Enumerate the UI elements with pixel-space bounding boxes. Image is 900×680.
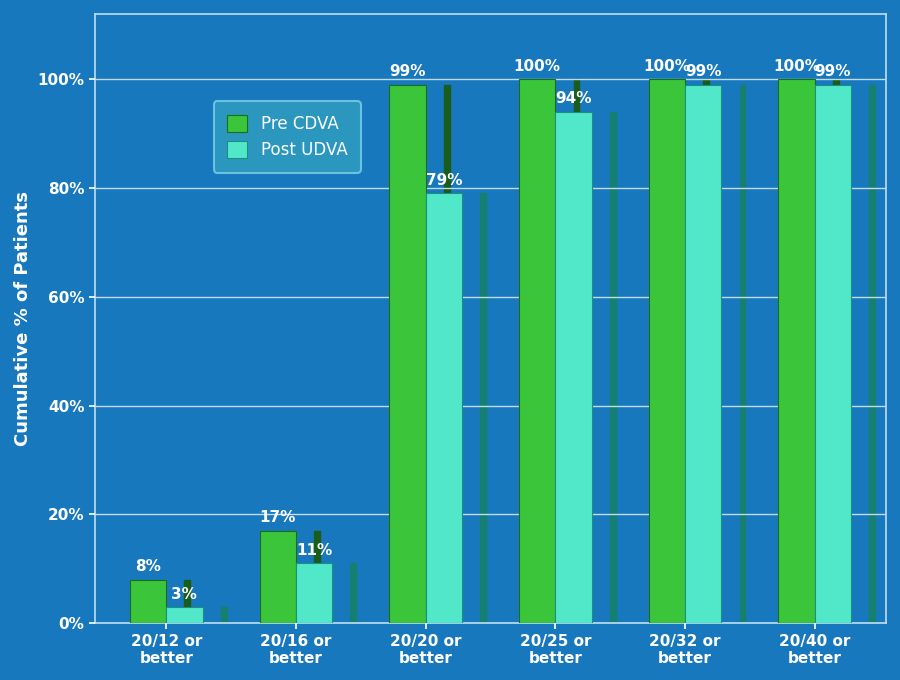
- Bar: [296, 564, 332, 624]
- Bar: [555, 112, 591, 624]
- Text: 79%: 79%: [426, 173, 462, 188]
- Bar: [184, 580, 190, 624]
- Text: 99%: 99%: [685, 64, 722, 79]
- Bar: [869, 84, 875, 624]
- Text: 99%: 99%: [389, 64, 426, 79]
- Legend: Pre CDVA, Post UDVA: Pre CDVA, Post UDVA: [214, 101, 361, 173]
- Bar: [685, 84, 722, 624]
- Text: 99%: 99%: [814, 64, 851, 79]
- Y-axis label: Cumulative % of Patients: Cumulative % of Patients: [14, 191, 32, 446]
- Bar: [778, 79, 814, 624]
- Text: 94%: 94%: [555, 91, 592, 106]
- Bar: [314, 531, 319, 624]
- Bar: [390, 84, 426, 624]
- Text: 100%: 100%: [773, 58, 820, 73]
- Bar: [703, 79, 709, 624]
- Text: 11%: 11%: [296, 543, 332, 558]
- Bar: [444, 84, 450, 624]
- Text: 100%: 100%: [644, 58, 690, 73]
- Bar: [740, 84, 745, 624]
- Bar: [130, 580, 166, 624]
- Text: 8%: 8%: [135, 560, 161, 575]
- Text: 3%: 3%: [171, 587, 197, 602]
- Bar: [610, 112, 616, 624]
- Bar: [573, 79, 580, 624]
- Bar: [649, 79, 685, 624]
- Bar: [519, 79, 555, 624]
- Text: 100%: 100%: [514, 58, 561, 73]
- Bar: [480, 193, 486, 624]
- Bar: [259, 531, 296, 624]
- Bar: [426, 193, 462, 624]
- Bar: [220, 607, 227, 624]
- Bar: [814, 84, 851, 624]
- Text: 17%: 17%: [259, 511, 296, 526]
- Bar: [166, 607, 202, 624]
- Bar: [832, 79, 839, 624]
- Bar: [350, 564, 356, 624]
